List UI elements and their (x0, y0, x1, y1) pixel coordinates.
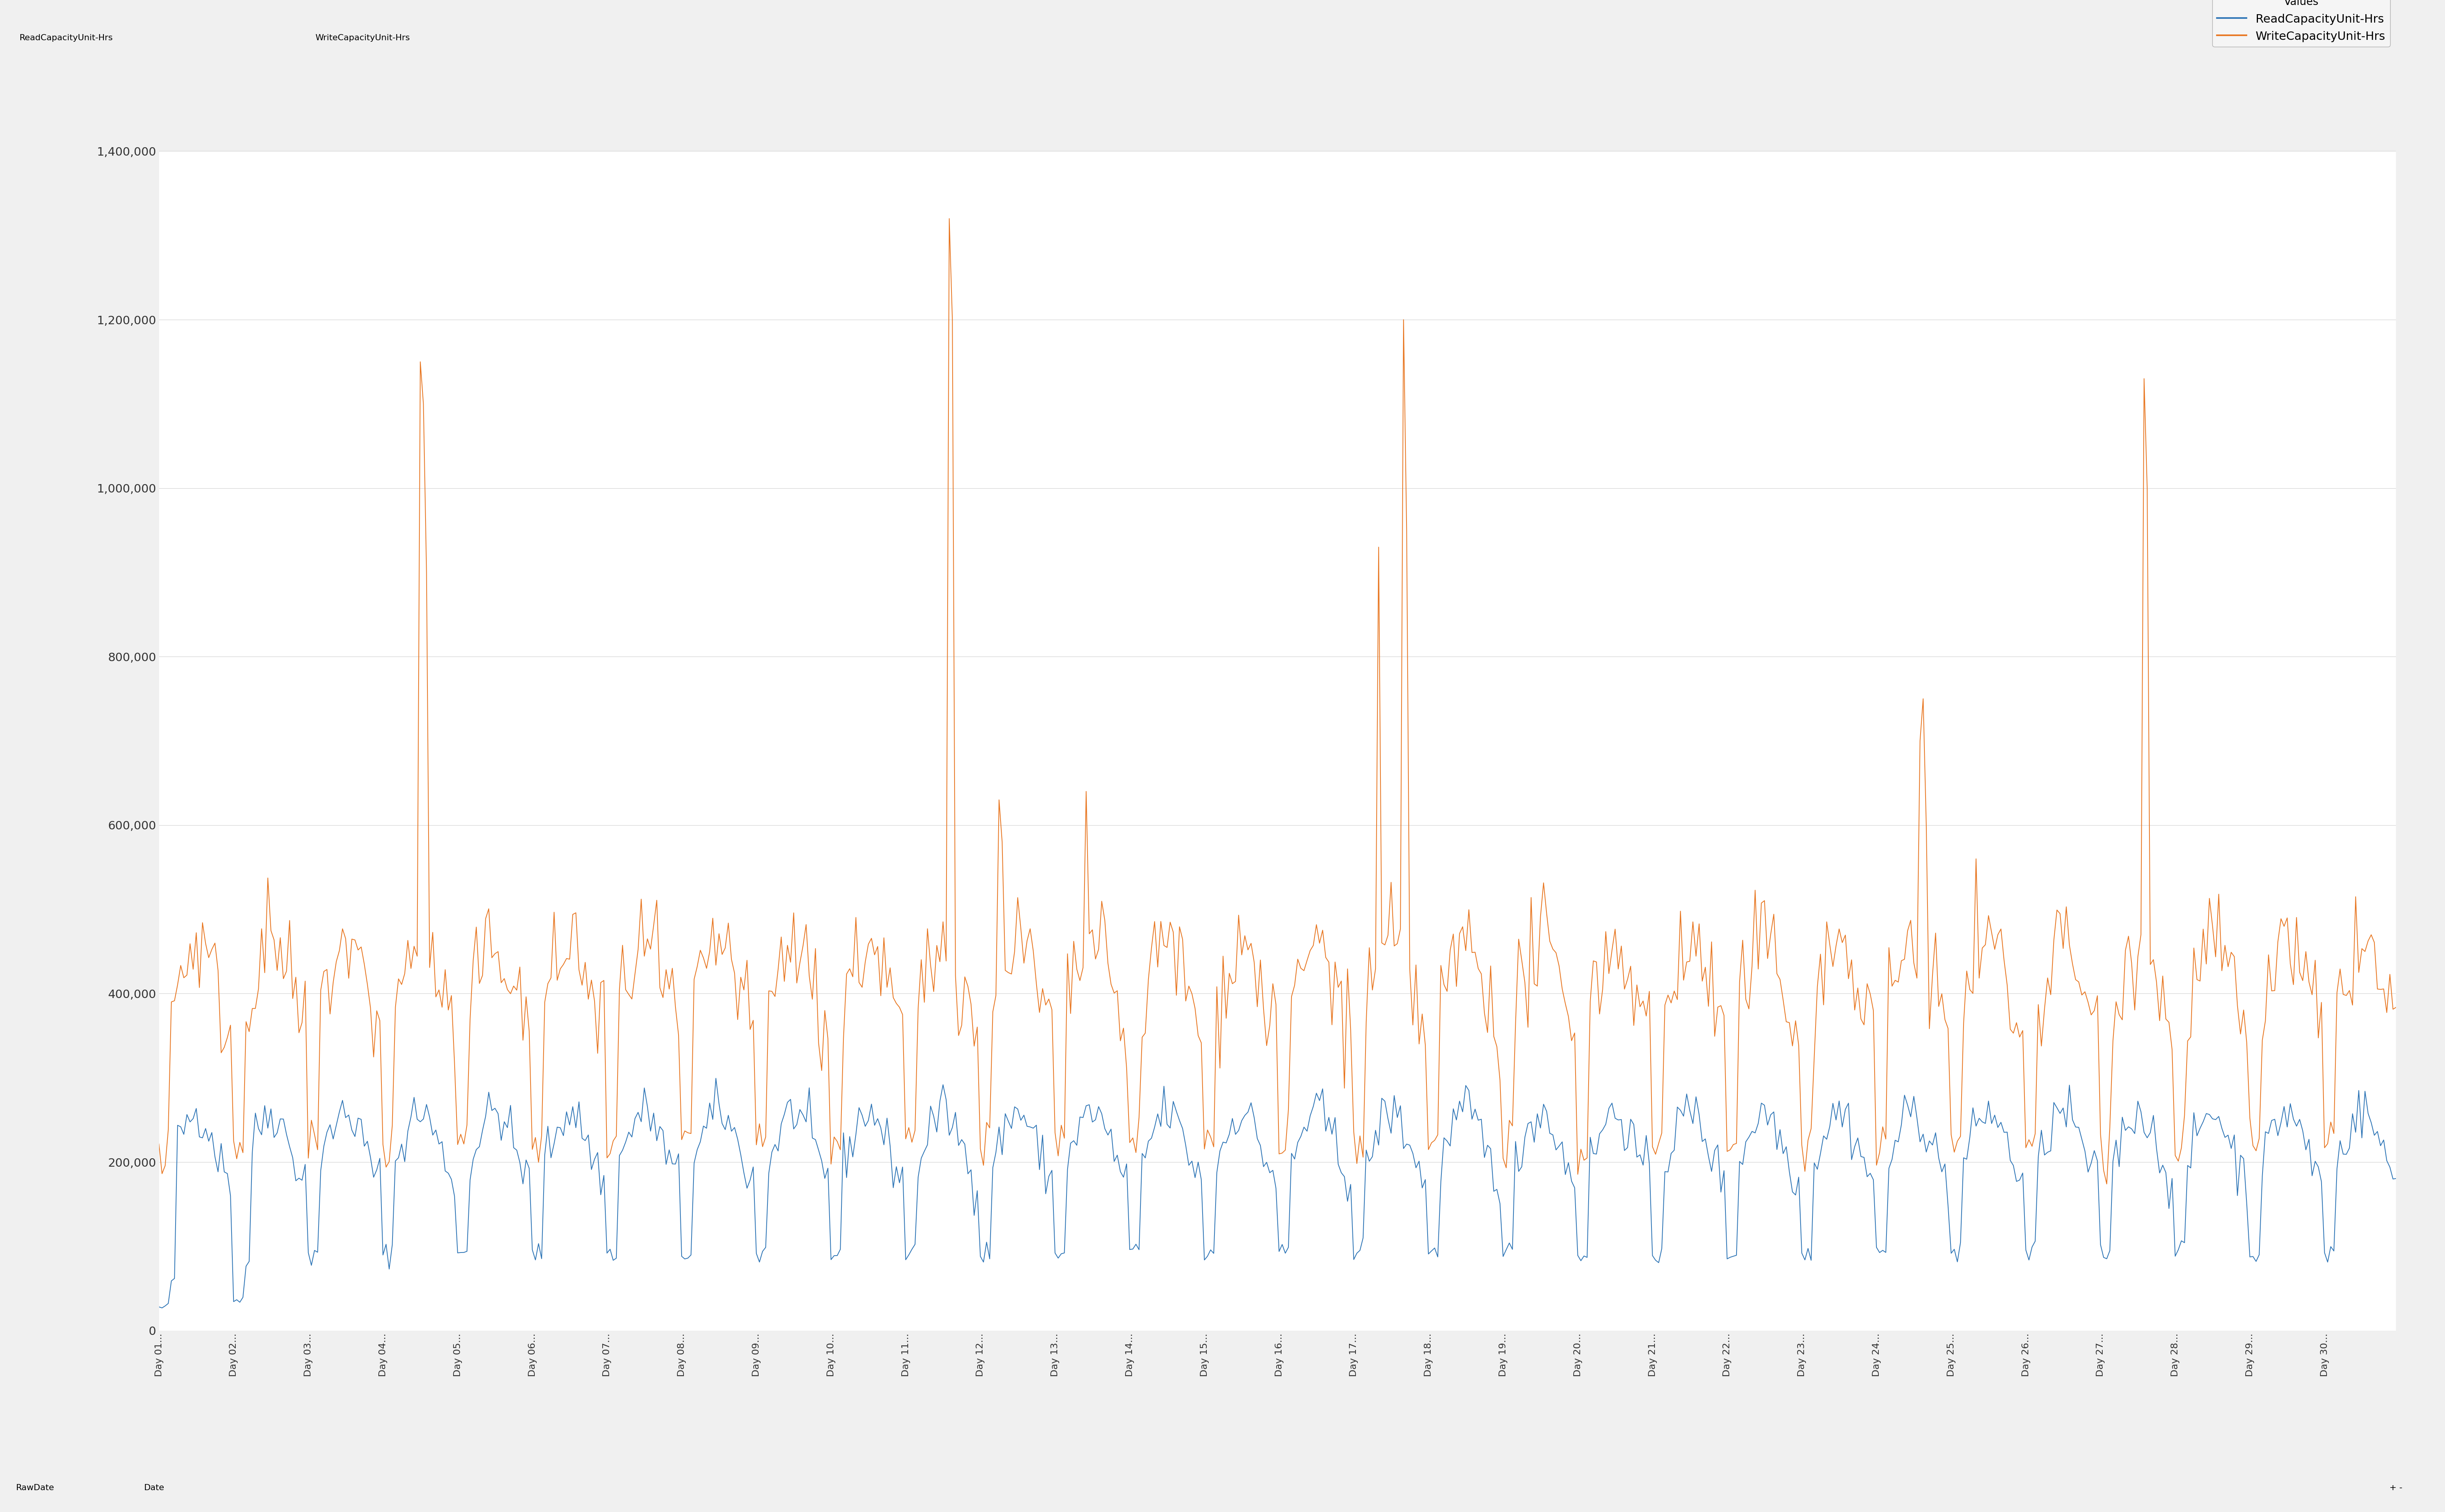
ReadCapacityUnit-Hrs (1557, 1172, 1587, 1190)
ReadCapacityUnit-Hrs (147, 1299, 176, 1317)
ReadCapacityUnit-Hrs (144, 1297, 174, 1315)
WriteCapacityUnit-Hrs (643, 891, 672, 909)
WriteCapacityUnit-Hrs (416, 959, 445, 977)
ReadCapacityUnit-Hrs (188, 1129, 218, 1148)
WriteCapacityUnit-Hrs (760, 987, 790, 1005)
Text: RawDate: RawDate (17, 1483, 54, 1492)
WriteCapacityUnit-Hrs (934, 210, 963, 228)
WriteCapacityUnit-Hrs (2381, 998, 2411, 1016)
ReadCapacityUnit-Hrs (768, 1114, 797, 1132)
ReadCapacityUnit-Hrs (418, 1126, 447, 1145)
ReadCapacityUnit-Hrs (1621, 1148, 1650, 1166)
ReadCapacityUnit-Hrs (702, 1069, 731, 1087)
Text: Date: Date (144, 1483, 164, 1492)
WriteCapacityUnit-Hrs (1619, 1016, 1648, 1034)
ReadCapacityUnit-Hrs (2381, 1169, 2411, 1187)
Line: WriteCapacityUnit-Hrs: WriteCapacityUnit-Hrs (159, 219, 2396, 1184)
WriteCapacityUnit-Hrs (186, 978, 215, 996)
Text: ReadCapacityUnit-Hrs: ReadCapacityUnit-Hrs (20, 33, 112, 42)
WriteCapacityUnit-Hrs (1553, 1007, 1582, 1025)
Line: ReadCapacityUnit-Hrs: ReadCapacityUnit-Hrs (159, 1078, 2396, 1308)
WriteCapacityUnit-Hrs (2093, 1175, 2122, 1193)
WriteCapacityUnit-Hrs (144, 1136, 174, 1154)
ReadCapacityUnit-Hrs (645, 1117, 675, 1136)
Legend: ReadCapacityUnit-Hrs, WriteCapacityUnit-Hrs: ReadCapacityUnit-Hrs, WriteCapacityUnit-… (2213, 0, 2391, 47)
Text: WriteCapacityUnit-Hrs: WriteCapacityUnit-Hrs (315, 33, 411, 42)
Text: + -: + - (2389, 1483, 2403, 1492)
